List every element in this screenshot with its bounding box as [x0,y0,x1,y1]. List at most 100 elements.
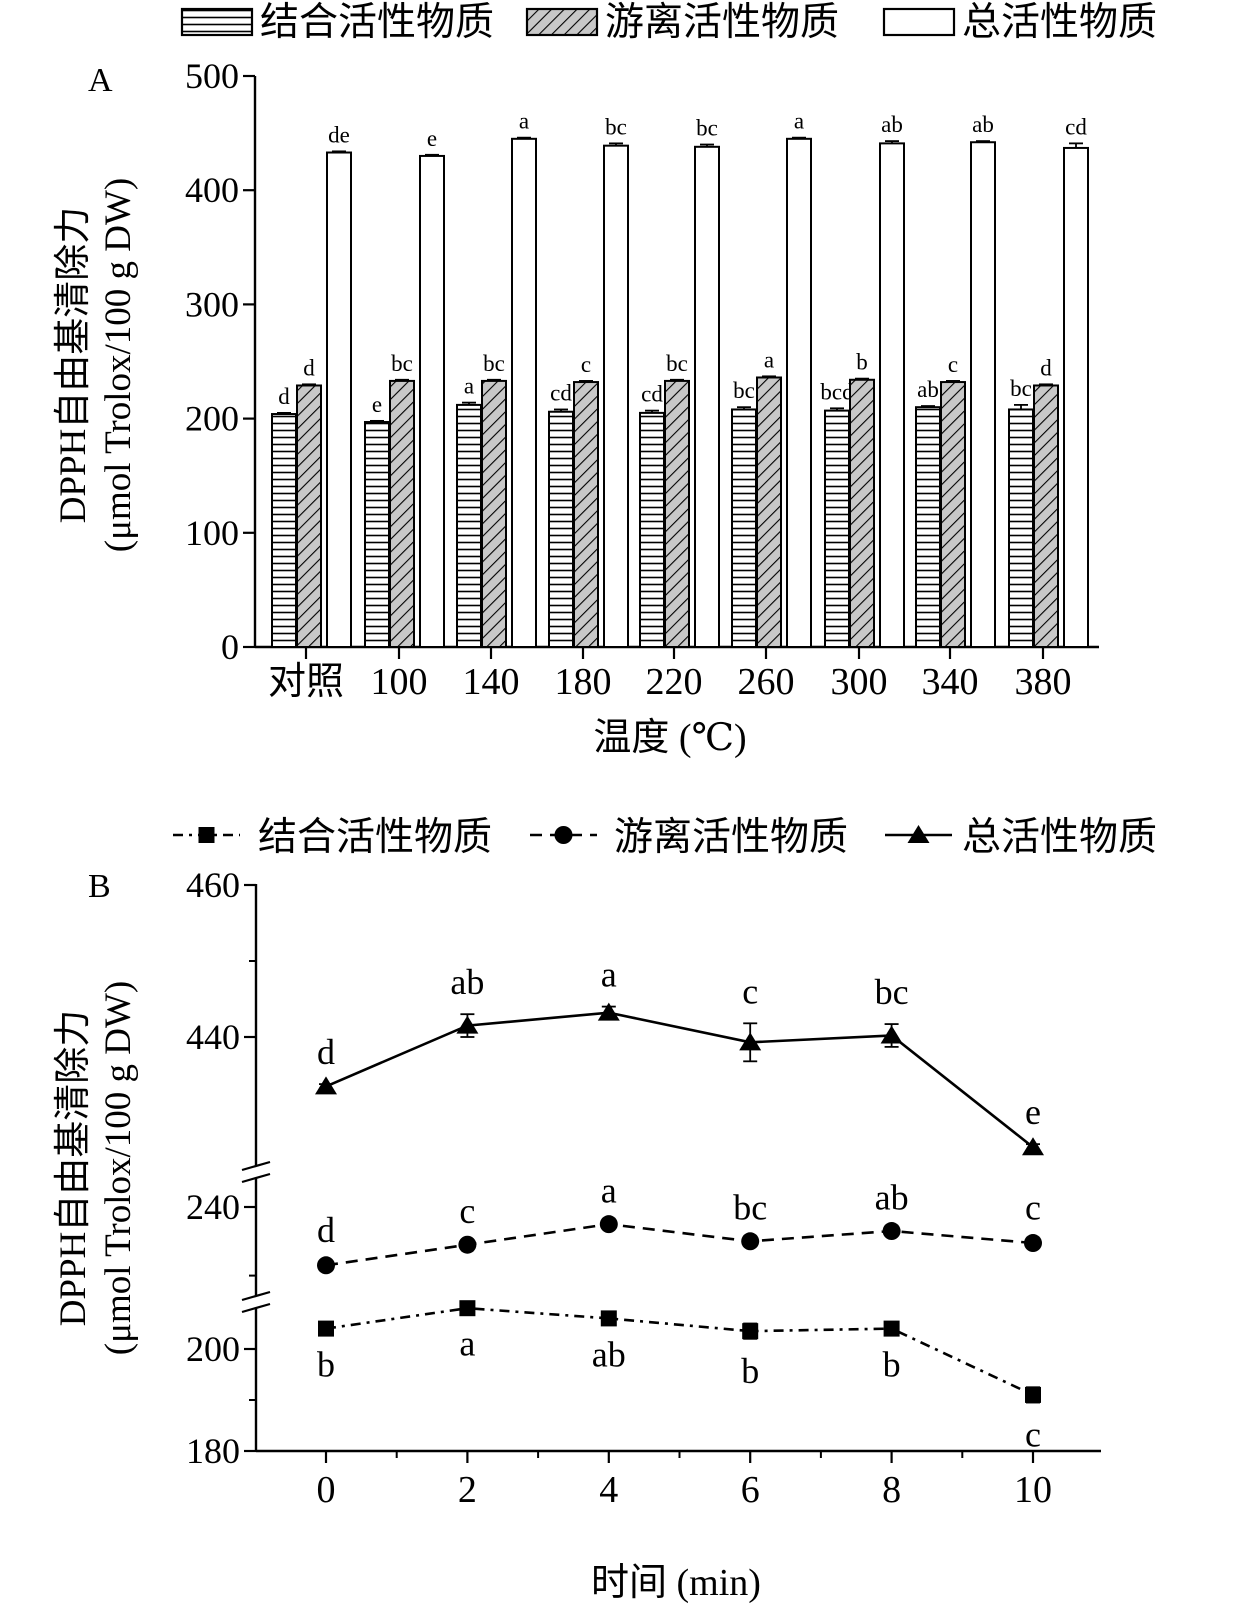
bar-letter: bc [666,351,688,376]
series-3-point-5 [880,1025,903,1044]
series-1-point-1 [318,1320,334,1337]
legend-label-3: 总活性物质 [962,1,1157,44]
panel-b: B DPPH自由基清除力 (μmol Trolox/100 g DW) 结合活性… [52,816,1157,1604]
legend-label-1: 结合活性物质 [260,1,494,44]
bar-1-8 [915,406,941,648]
legend-marker-2 [554,826,573,844]
series-2-point-4 [741,1232,760,1251]
legend-label-2: 游离活性物质 [614,816,848,859]
panel-b-legend: 结合活性物质 游离活性物质 总活性物质 [173,816,1157,859]
bar-letter: bcd [820,379,854,404]
series-line-1 [325,1306,1034,1397]
panel-a-y-label-line1: DPPH自由基清除力 [52,207,94,524]
point-letter: d [317,1210,335,1250]
series-1-point-4 [742,1323,759,1340]
bar-3-9 [1063,146,1089,648]
bar-letter: e [427,126,437,151]
panel-b-axis-break [241,1172,271,1184]
panel-b-axis-break [241,1302,271,1314]
panel-a-x-label: 温度 (℃) [593,717,746,759]
series-2-point-2 [458,1235,477,1254]
panel-b-x-tick-label: 6 [741,1469,760,1511]
panel-a-y-tick-label: 100 [185,513,239,553]
bar-2-9 [1033,384,1059,648]
point-letter: c [742,971,758,1011]
point-letter: a [601,1170,617,1210]
panel-b-letter: B [88,868,111,905]
bar-letter: bc [1010,376,1032,401]
bar-2-6 [756,376,782,648]
panel-b-x-tick-label: 8 [882,1469,901,1511]
bar-2-2 [389,379,415,648]
panel-b-x-tick-label: 4 [599,1469,618,1511]
bar-letter: cd [550,380,572,405]
series-line-3 [325,1011,1034,1149]
bar-letter: a [464,374,474,399]
bar-3-2 [419,154,445,648]
point-letter: ab [875,1177,909,1217]
point-letter: ab [450,962,484,1002]
series-3-point-6 [1022,1137,1044,1156]
point-letter: b [741,1351,759,1391]
bar-3-8 [970,141,996,648]
bar-3-5 [694,145,720,649]
bar-letter: c [948,352,958,377]
panel-b-y-tick-label: 240 [186,1187,240,1227]
panel-a-x-tick-label: 340 [922,661,979,703]
point-letter: b [317,1345,335,1385]
panel-a-y-tick-label: 500 [185,56,239,96]
panel-a-x-tick-label: 220 [646,661,703,703]
panel-a-y-tick-label: 0 [221,627,239,667]
bar-3-7 [879,142,905,649]
panel-b-y-tick-label: 200 [186,1329,240,1369]
point-letter: a [601,955,617,995]
legend-swatch-1 [180,7,254,37]
bar-2-8 [940,381,966,648]
bar-letter: cd [641,382,663,407]
panel-b-axis-break [241,1290,271,1302]
series-1-point-6 [1025,1386,1041,1403]
panel-a-plot: 0 100 200 300 400 500 对照 100 140 180 220 260 300 340 3… [185,56,1099,703]
series-2-point-3 [599,1215,618,1234]
bar-3-4 [603,144,629,649]
legend-label-2: 游离活性物质 [605,1,839,44]
bar-1-6 [731,408,757,648]
point-letter: e [1025,1092,1041,1132]
point-letter: a [459,1323,475,1363]
panel-a-x-tick-label: 300 [831,661,888,703]
point-letter: c [1025,1415,1041,1455]
panel-a-y-tick-label: 200 [185,399,239,439]
panel-a: A DPPH自由基清除力 (μmol Trolox/100 g DW) 结合活性… [52,1,1157,759]
series-2-point-6 [1024,1234,1042,1253]
series-3-point-3 [597,1002,620,1021]
panel-a-x-tick-label: 140 [463,661,520,703]
series-1-point-2 [459,1300,476,1317]
series-3-point-1 [315,1076,337,1095]
bar-3-6 [786,137,812,648]
legend-label-1: 结合活性物质 [258,816,492,859]
bar-1-1 [271,413,297,649]
bar-letter: a [794,109,804,134]
bar-2-4 [573,381,599,648]
bar-1-9 [1008,408,1034,648]
panel-b-y-label-line1: DPPH自由基清除力 [52,1010,94,1327]
series-2-point-5 [882,1222,901,1241]
bar-letter: e [372,392,382,417]
bar-letter: bc [696,116,718,141]
bar-2-7 [849,378,875,648]
bar-letter: ab [972,112,994,137]
point-letter: ab [592,1334,626,1374]
bar-letter: de [328,122,350,147]
panel-b-axis-break [241,1160,271,1172]
bar-2-5 [664,379,690,648]
bar-1-5 [639,411,665,649]
panel-b-x-tick-label: 0 [317,1469,336,1511]
point-letter: bc [733,1188,767,1228]
bar-letter: bc [733,378,755,403]
bar-letter: b [856,350,868,375]
bar-1-4 [548,410,574,648]
bar-letter: bc [391,351,413,376]
series-3-point-2 [456,1015,479,1034]
